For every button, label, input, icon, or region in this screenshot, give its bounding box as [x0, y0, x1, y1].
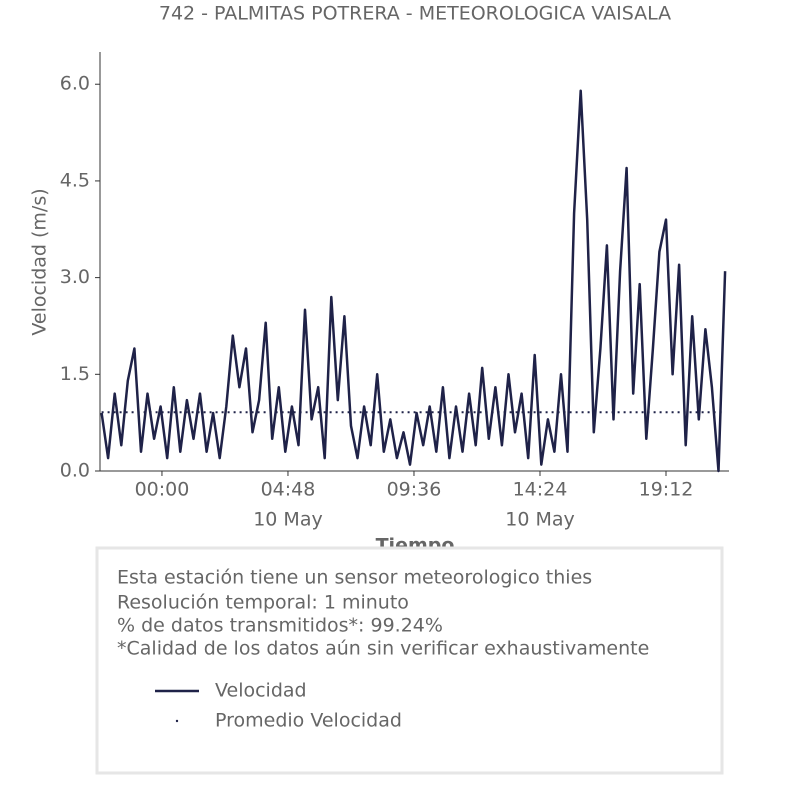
info-line: Esta estación tiene un sensor meteorolog…: [117, 567, 592, 589]
info-line: *Calidad de los datos aún sin verificar …: [117, 638, 649, 660]
x-tick-label: 09:36: [387, 479, 442, 501]
x-tick-label: 19:12: [639, 479, 694, 501]
info-line: % de datos transmitidos*: 99.24%: [117, 615, 443, 637]
info-box: [95, 546, 724, 775]
info-line: Resolución temporal: 1 minuto: [117, 592, 409, 614]
y-tick-label: 6.0: [60, 73, 90, 95]
series-line: [100, 89, 727, 473]
legend-marker: [175, 719, 179, 723]
legend-label: Promedio Velocidad: [215, 710, 402, 732]
x-tick-label: 00:00: [135, 479, 190, 501]
chart-title: 742 - PALMITAS POTRERA - METEOROLOGICA V…: [159, 3, 671, 25]
y-tick-label: 3.0: [60, 266, 90, 288]
x-tick-sublabel: 10 May: [505, 509, 575, 531]
x-tick-sublabel: 10 May: [253, 509, 323, 531]
y-axis-label: Velocidad (m/s): [29, 188, 51, 335]
y-tick-label: 1.5: [60, 363, 90, 385]
y-tick-label: 0.0: [60, 460, 90, 482]
legend-label: Velocidad: [215, 680, 307, 702]
y-tick-label: 4.5: [60, 169, 90, 191]
x-tick-label: 04:48: [261, 479, 316, 501]
x-tick-label: 14:24: [513, 479, 568, 501]
